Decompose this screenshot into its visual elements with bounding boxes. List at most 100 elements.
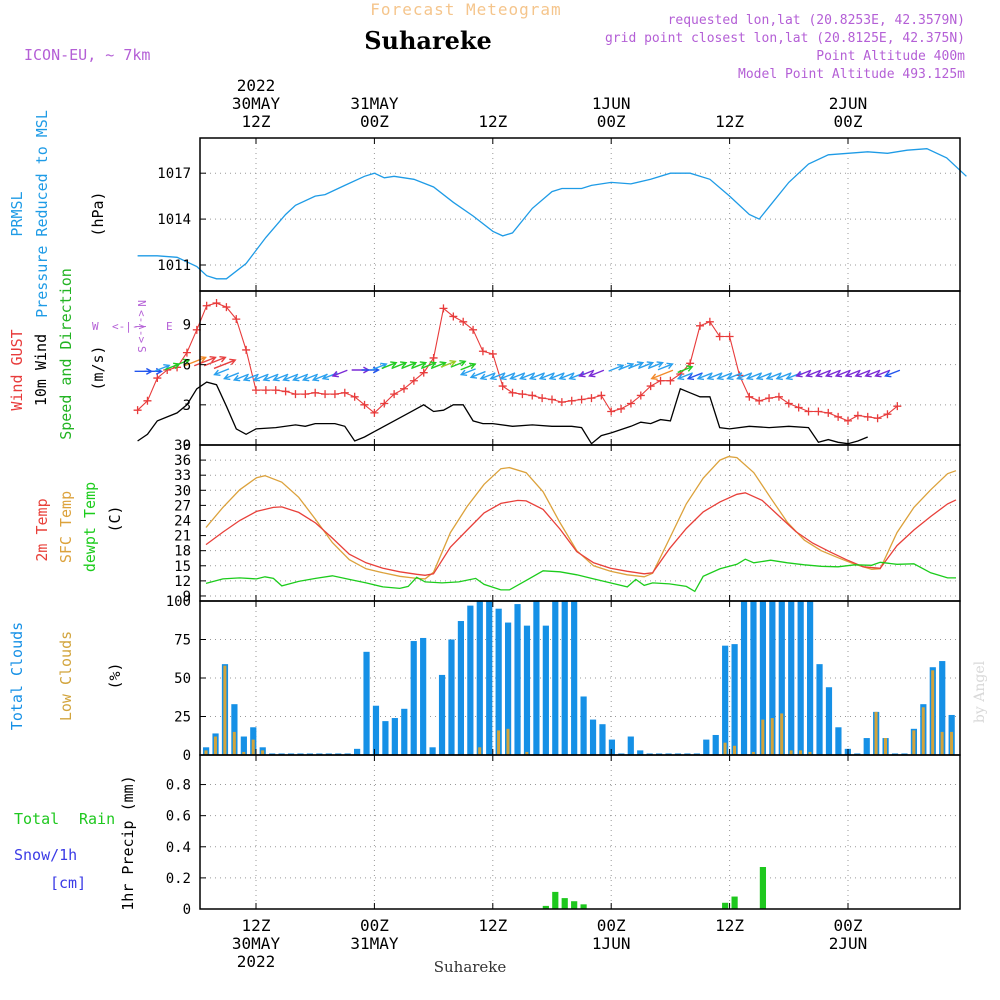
- total-cloud-bar: [420, 637, 427, 755]
- wind-arrow-head: [805, 370, 813, 378]
- t2m-label: 2m Temp: [33, 498, 51, 561]
- low-cloud-bar: [931, 670, 935, 755]
- gust-marker: [863, 412, 872, 421]
- wind-arrow-head: [824, 370, 833, 378]
- bottom-time-label: 12Z: [478, 916, 507, 935]
- wind-arrow-head: [656, 361, 664, 368]
- low-cloud-bar: [213, 736, 217, 755]
- gust-marker: [242, 345, 251, 354]
- total-cloud-bar: [627, 736, 634, 755]
- bottom-time-label: 2022: [237, 952, 276, 971]
- top-time-label: 1JUN: [592, 94, 631, 113]
- wind-arrow-head: [429, 361, 437, 368]
- y-tick-label: 3: [183, 398, 191, 414]
- gust-marker: [400, 384, 408, 393]
- wind-arrow-head: [745, 373, 754, 381]
- bottom-time-label: 30MAY: [232, 934, 281, 953]
- wind-arrow-head: [252, 374, 261, 382]
- wind-arrow-head: [469, 362, 477, 370]
- total-cloud-bar: [825, 687, 833, 755]
- total-cloud-bar: [297, 753, 304, 755]
- bottom-time-label: 00Z: [834, 916, 863, 935]
- y-tick-label: 1011: [157, 258, 191, 274]
- grid-layer: [200, 138, 960, 910]
- total-cloud-bar: [939, 661, 946, 755]
- total-cloud-bar: [807, 601, 814, 755]
- gust-marker: [182, 348, 191, 357]
- wind-arrow: [737, 372, 753, 380]
- wind-arrow-head: [449, 359, 457, 367]
- wind-arrow: [510, 372, 526, 380]
- total-cloud-bar: [769, 601, 776, 755]
- wind-arrow: [835, 369, 851, 377]
- gust-marker: [311, 388, 320, 397]
- wind-arrow: [651, 369, 674, 380]
- wind-arrow-head: [676, 373, 685, 381]
- watermark: by Angel: [972, 660, 988, 723]
- wind-arrow-head: [666, 362, 674, 370]
- wind-arrow-head: [884, 370, 892, 378]
- wind-arrow: [233, 373, 249, 381]
- wind-arrow-head: [321, 373, 330, 381]
- total-cloud-bar: [740, 601, 748, 755]
- total-cloud-bar: [457, 621, 465, 755]
- wind-arrow: [816, 369, 832, 377]
- gust-marker: [883, 410, 892, 419]
- wind-arrow-head: [696, 373, 705, 381]
- wind-arrow: [381, 362, 397, 370]
- gust-marker: [252, 386, 260, 395]
- low-cloud-label: Low Clouds: [57, 631, 75, 721]
- gust-marker: [666, 376, 675, 385]
- y-tick-labels: 1011101410170369912151821242730333639025…: [157, 166, 191, 918]
- gust-marker: [409, 376, 418, 385]
- wind-arrow: [618, 363, 634, 371]
- total-cloud-bar: [505, 622, 512, 755]
- wind-arrow: [589, 369, 605, 377]
- wind-speed-label: Speed and Direction: [57, 268, 75, 440]
- gust-marker: [518, 390, 527, 399]
- low-cloud-bar: [761, 719, 765, 755]
- total-cloud-bar: [552, 601, 559, 755]
- gust-marker: [557, 398, 566, 407]
- sfc-temp-line: [205, 455, 957, 580]
- total-cloud-bar: [863, 738, 870, 755]
- wind-arrow-head: [736, 373, 744, 381]
- y-tick-label: 12: [174, 574, 191, 590]
- requested-coords: requested lon,lat (20.8253E, 42.3579N): [668, 13, 965, 28]
- gust-marker: [814, 407, 823, 416]
- wind-arrow-head: [785, 373, 793, 381]
- gust-marker: [834, 412, 843, 421]
- wind-arrow: [450, 360, 466, 368]
- total-cloud-bar: [335, 753, 342, 755]
- gust-marker: [340, 388, 349, 397]
- compass-legend: W <-|-> E N <-|-> S: [92, 300, 173, 353]
- footer-location: Suhareke: [434, 958, 507, 976]
- wind-arrow: [677, 372, 693, 380]
- wind-arrow: [480, 372, 496, 380]
- y-tick-label: 21: [174, 529, 191, 545]
- wind10-line: [137, 381, 868, 445]
- wind-arrow: [460, 368, 476, 376]
- total-cloud-bar: [891, 753, 899, 755]
- wind-arrow: [608, 364, 624, 372]
- y-tick-label: 18: [174, 544, 191, 560]
- total-cloud-bar: [382, 721, 389, 755]
- wind-arrow: [214, 368, 230, 376]
- wind-arrow-head: [775, 373, 783, 381]
- gust-marker: [696, 321, 704, 330]
- y-tick-label: 33: [174, 468, 191, 484]
- gust-marker: [804, 407, 813, 416]
- wind-arrow: [430, 362, 446, 370]
- bottom-time-label: 00Z: [360, 916, 389, 935]
- wind-arrow-head: [489, 373, 497, 381]
- gust-marker: [153, 374, 162, 383]
- low-cloud-bar: [232, 731, 236, 755]
- low-cloud-bar: [723, 742, 727, 755]
- gust-marker: [508, 388, 517, 397]
- gust-marker: [705, 317, 714, 326]
- wind-arrow: [628, 362, 644, 370]
- total-cloud-bar: [448, 639, 455, 755]
- panel-frame: [199, 137, 961, 292]
- gust-marker: [538, 394, 547, 403]
